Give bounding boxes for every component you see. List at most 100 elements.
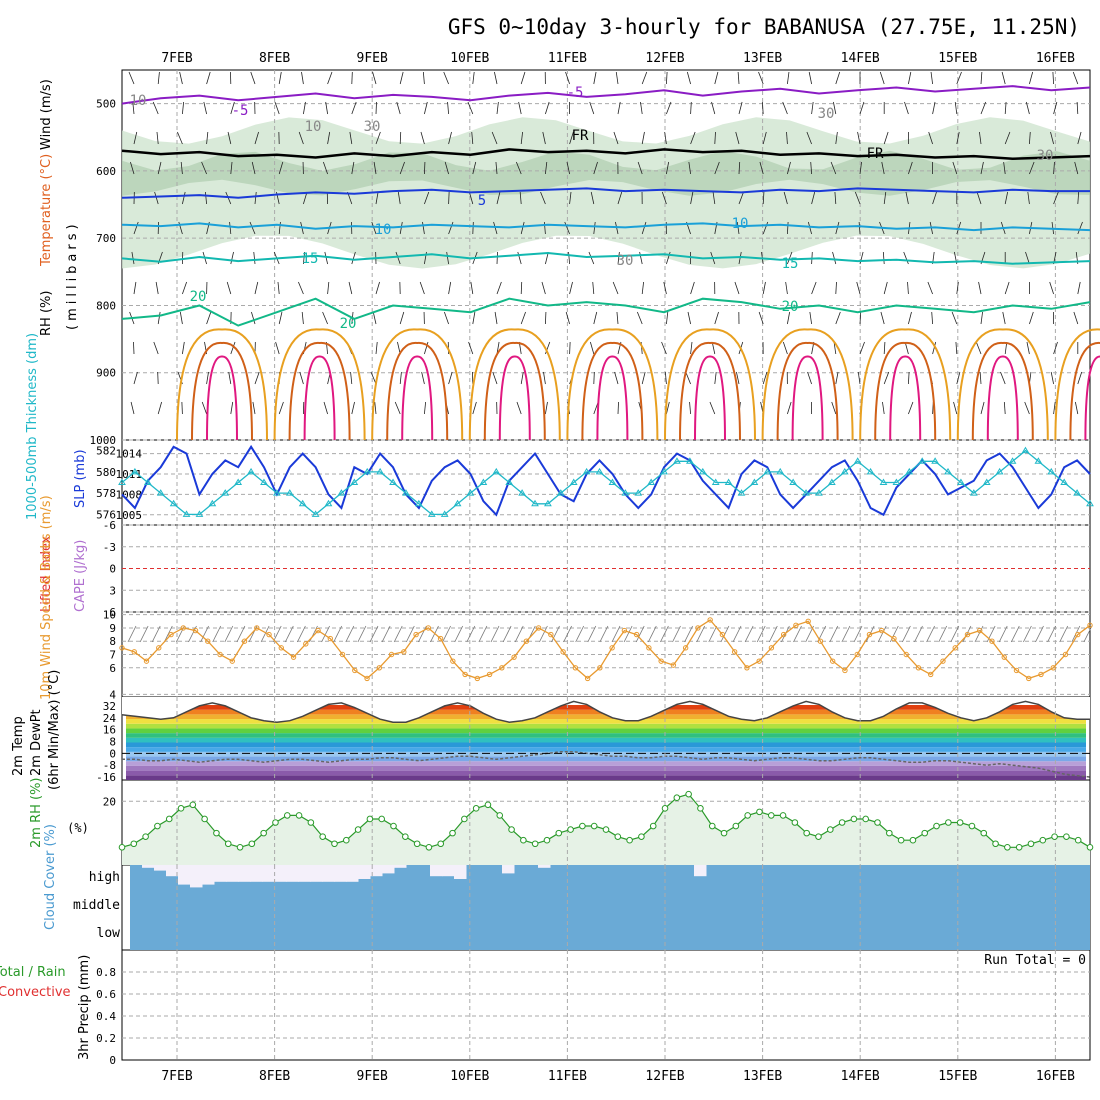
ua-ytick: 600 — [96, 165, 116, 178]
contour-label: 30 — [617, 253, 634, 269]
thickness-marker — [247, 467, 255, 475]
thickness-marker — [698, 467, 707, 475]
temp-band — [126, 775, 1086, 780]
wind10m-barb — [744, 625, 754, 643]
wind-barb — [493, 221, 498, 235]
wind-barb — [666, 101, 672, 115]
temp-band — [126, 761, 1086, 766]
wind10m-barb — [575, 625, 585, 643]
wind-barb — [157, 371, 159, 385]
wind-barb — [230, 101, 235, 115]
wind10m-marker — [560, 649, 566, 655]
wind-barb — [351, 401, 355, 415]
wind10m-barb — [260, 625, 270, 643]
wind-barb — [447, 101, 449, 115]
wind-barb — [759, 161, 764, 175]
rh2m-marker — [756, 808, 763, 816]
temp2m-line — [121, 700, 1090, 723]
wind-barb — [612, 281, 619, 295]
rh2m-marker — [579, 822, 586, 830]
wind-barb — [564, 221, 570, 235]
wind10m-marker — [989, 638, 995, 644]
wind-barb — [1077, 371, 1083, 385]
slp-ytick: 1008 — [116, 488, 143, 501]
wind-barb — [182, 101, 185, 115]
wind-barb — [614, 371, 619, 385]
wind10m-marker — [437, 635, 444, 642]
cloud-high-gap — [202, 865, 215, 885]
wind10m-barb — [623, 625, 633, 643]
wind10m-barb — [986, 625, 996, 643]
thickness-marker — [182, 510, 191, 517]
wind-barb — [371, 221, 377, 235]
temp-contour — [121, 297, 1091, 327]
wind-barb — [133, 341, 135, 355]
thickness-marker — [1073, 489, 1081, 496]
wind-barb — [1024, 401, 1030, 415]
contour-label: -5 — [567, 85, 584, 101]
wind-barb — [908, 311, 912, 325]
thickness-marker — [298, 499, 307, 507]
wind-barb — [785, 281, 788, 295]
wind10m-marker — [1050, 665, 1056, 671]
wind-barb — [666, 401, 670, 415]
rh2m-marker — [165, 815, 173, 823]
rh2m-marker — [685, 790, 692, 798]
warm-cell-contour — [206, 355, 238, 441]
rh-ytick: 20 — [103, 795, 116, 808]
rh2m-marker — [461, 815, 468, 823]
warm-cell-contour — [371, 328, 464, 441]
wind10m-barb — [454, 625, 464, 643]
rh2m-marker — [744, 812, 751, 819]
wind-barb — [859, 161, 862, 175]
wind10m-barb — [1010, 625, 1020, 643]
wind-barb — [399, 311, 405, 325]
wind-barb — [472, 161, 477, 175]
precip-ytick: 0 — [109, 1054, 116, 1067]
rh2m-marker — [602, 826, 610, 833]
wind-label: Wind (m/s) — [39, 79, 54, 150]
wind-barb — [907, 281, 909, 295]
wind-barb — [807, 371, 812, 385]
warm-cell-contour — [664, 328, 756, 441]
wind10m-barb — [127, 625, 137, 643]
cloud-high-gap — [274, 865, 287, 882]
millibars-label: (millibars) — [65, 220, 80, 330]
wind-barb — [1000, 371, 1006, 385]
wind-barb — [229, 221, 232, 235]
wind-barb — [395, 251, 401, 265]
wind-barb — [641, 131, 645, 145]
wind10m-marker — [695, 625, 701, 631]
wind-barb — [131, 251, 135, 265]
wind-barb — [857, 131, 861, 145]
wind-barb — [1053, 341, 1058, 355]
wind-barb — [206, 131, 209, 145]
slp-label: SLP (mb) — [73, 449, 88, 508]
wind10m-marker — [143, 658, 150, 664]
wind-barb — [230, 401, 234, 415]
wind10m-marker — [156, 645, 162, 651]
thickness-marker — [260, 478, 268, 485]
wind-barb — [206, 71, 211, 85]
wind-barb — [593, 161, 598, 175]
wind10m-marker — [376, 665, 383, 671]
thickness-marker — [453, 499, 462, 507]
wind-barb — [617, 251, 620, 265]
wind-barb — [979, 371, 982, 385]
wind10m-barb — [418, 625, 427, 643]
wind10m-barb — [333, 625, 343, 643]
thickness-marker — [931, 457, 940, 464]
wind10m-barb — [1083, 625, 1093, 643]
wind-barb — [1050, 131, 1054, 145]
rh2m-marker — [886, 829, 893, 837]
thickness-marker — [544, 499, 552, 507]
wind-barb — [179, 311, 183, 325]
precip-panel: 0 0.2 0.4 0.6 0.8 — [96, 950, 1090, 1067]
date-label-bottom: 10FEB — [450, 1069, 489, 1084]
thickness-marker — [957, 478, 965, 485]
wind-barb — [736, 221, 740, 235]
thickness-marker — [608, 478, 617, 485]
wind-barb — [1029, 311, 1034, 325]
wind-barb — [424, 341, 429, 355]
wind10m-barb — [563, 625, 572, 643]
